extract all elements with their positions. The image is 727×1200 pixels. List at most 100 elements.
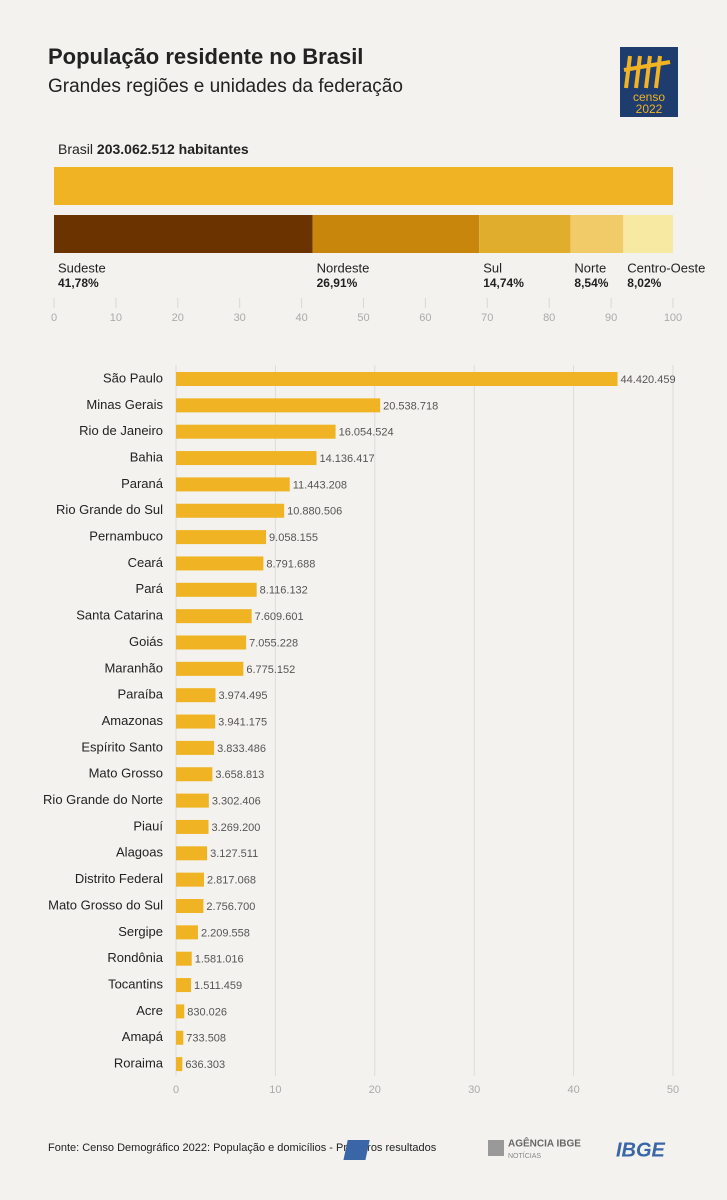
bar [176, 740, 215, 755]
segment-label: 26,91% [317, 276, 358, 290]
bar [176, 635, 247, 650]
value-label: 3.974.495 [219, 690, 268, 702]
bar [176, 1030, 184, 1045]
value-label: 8.791.688 [266, 558, 315, 570]
bar [176, 846, 208, 861]
agency-name: AGÊNCIA IBGE [508, 1137, 581, 1150]
category-label: Paraíba [117, 687, 163, 702]
value-label: 2.817.068 [207, 875, 256, 887]
category-label: Roraima [114, 1056, 164, 1071]
category-label: Alagoas [116, 845, 163, 860]
segment-name: Centro-Oeste [627, 260, 705, 275]
x-tick-label: 50 [667, 1084, 679, 1096]
total-text: 203.062.512 habitantes [97, 141, 249, 157]
value-label: 830.026 [187, 1006, 227, 1018]
value-label: 11.443.208 [293, 479, 347, 491]
segment-name: Sul [483, 260, 502, 275]
segment-label: 8,02% [627, 276, 661, 290]
value-label: 9.058.155 [269, 532, 318, 544]
category-label: Minas Gerais [86, 397, 163, 412]
segment-name: Nordeste [317, 260, 370, 275]
bar [176, 661, 244, 676]
category-label: Acre [136, 1003, 163, 1018]
segment [623, 215, 673, 253]
agency-sub: NOTÍCIAS [508, 1151, 541, 1160]
value-label: 10.880.506 [287, 506, 342, 518]
total-name: Brasil [58, 141, 93, 157]
value-label: 3.127.511 [210, 848, 258, 860]
segment [570, 215, 624, 253]
category-label: Amazonas [102, 713, 164, 728]
category-label: Piauí [133, 818, 163, 833]
bar [176, 899, 204, 913]
value-label: 16.054.524 [339, 427, 394, 439]
x-tick-label: 60 [419, 312, 431, 324]
bar [176, 1004, 185, 1019]
category-label: Rio Grande do Sul [56, 502, 163, 517]
category-label: Tocantins [108, 976, 163, 991]
category-label: Rio Grande do Norte [43, 792, 163, 807]
x-tick-label: 10 [269, 1084, 281, 1096]
ibge-logo: IBGE [616, 1139, 666, 1161]
x-tick-label: 40 [295, 312, 307, 324]
title: População residente no Brasil [48, 44, 363, 69]
value-label: 3.269.200 [211, 822, 260, 834]
category-label: Amapá [122, 1029, 164, 1044]
value-label: 1.511.459 [194, 980, 242, 992]
category-label: Paraná [121, 476, 164, 491]
category-label: Distrito Federal [75, 871, 163, 886]
footer-logos: AGÊNCIA IBGE NOTÍCIAS IBGE [343, 1137, 666, 1161]
agency-icon [488, 1140, 504, 1156]
bar [176, 530, 267, 545]
bar [176, 1057, 183, 1072]
x-tick-label: 0 [173, 1084, 179, 1096]
x-tick-label: 30 [234, 312, 246, 324]
bar [176, 872, 205, 887]
bar [176, 714, 216, 729]
bar [176, 398, 381, 413]
bar [176, 951, 192, 966]
bar [176, 451, 317, 466]
category-label: Mato Grosso do Sul [48, 897, 163, 912]
value-label: 3.302.406 [212, 796, 261, 808]
value-label: 14.136.417 [320, 453, 375, 465]
censo-logo: censo 2022 [620, 47, 678, 117]
category-label: São Paulo [103, 370, 163, 385]
bar [176, 793, 209, 808]
x-tick-label: 20 [369, 1084, 381, 1096]
segment [54, 215, 313, 253]
bar [176, 767, 213, 782]
value-label: 7.609.601 [255, 611, 304, 623]
bar [176, 582, 257, 597]
category-label: Goiás [129, 634, 163, 649]
value-label: 6.775.152 [246, 664, 295, 676]
category-label: Mato Grosso [89, 766, 163, 781]
total-label: Brasil 203.062.512 habitantes [58, 141, 249, 157]
x-tick-label: 20 [172, 312, 184, 324]
logo-marks [623, 55, 671, 89]
value-label: 7.055.228 [249, 637, 298, 649]
x-tick-label: 70 [481, 312, 493, 324]
value-label: 20.538.718 [383, 400, 438, 412]
bar [176, 609, 252, 624]
category-label: Pernambuco [89, 529, 163, 544]
value-label: 733.508 [186, 1033, 226, 1045]
segment-name: Sudeste [58, 260, 106, 275]
total-bar [54, 167, 673, 205]
value-label: 2.209.558 [201, 927, 250, 939]
value-label: 3.941.175 [218, 716, 267, 728]
value-label: 1.581.016 [195, 954, 244, 966]
category-label: Rondônia [107, 950, 163, 965]
bar [176, 925, 198, 940]
logo-year: 2022 [636, 102, 663, 116]
bar [176, 503, 285, 518]
source: Fonte: Censo Demográfico 2022: População… [48, 1142, 437, 1154]
x-tick-label: 50 [357, 312, 369, 324]
value-label: 2.756.700 [206, 901, 255, 913]
subtitle: Grandes regiões e unidades da federação [48, 76, 403, 97]
category-label: Ceará [128, 555, 164, 570]
segment [479, 215, 571, 253]
segment-name: Norte [574, 260, 606, 275]
category-label: Espírito Santo [81, 739, 163, 754]
x-tick-label: 0 [51, 312, 57, 324]
